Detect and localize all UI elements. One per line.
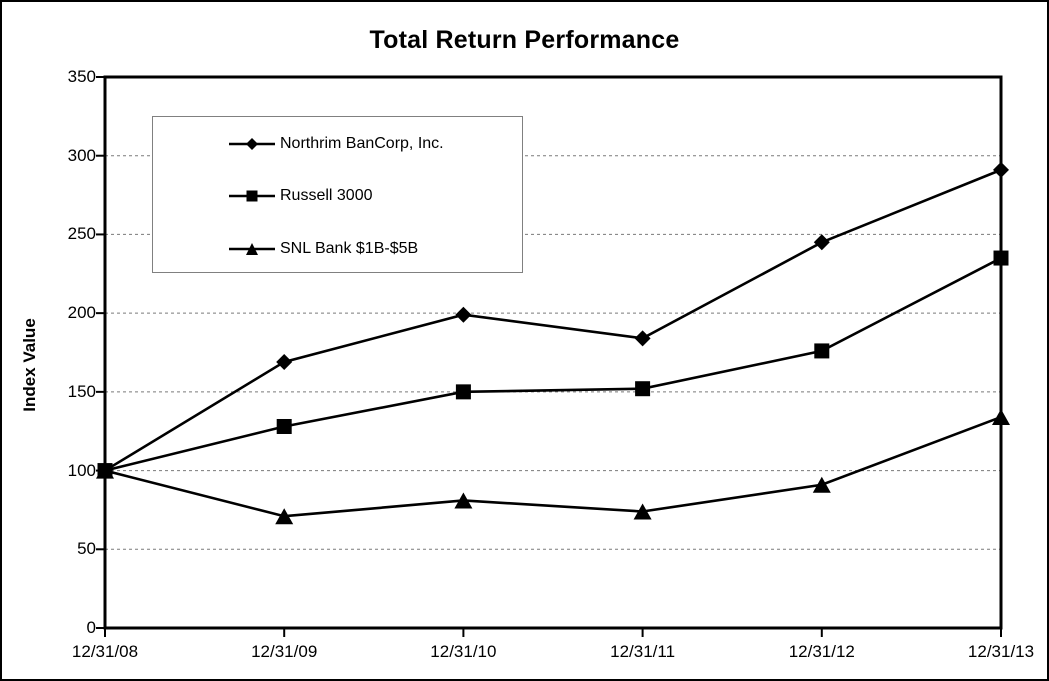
legend-label: SNL Bank $1B-$5B xyxy=(280,240,419,257)
y-tick-label: 300 xyxy=(67,145,96,165)
legend-label: Russell 3000 xyxy=(280,187,373,204)
diamond-marker-icon xyxy=(229,138,275,150)
y-tick-label: 250 xyxy=(67,224,96,244)
y-tick-label: 50 xyxy=(77,539,96,559)
square-marker-icon xyxy=(229,190,275,202)
y-tick-label: 200 xyxy=(67,303,96,323)
x-tick-label: 12/31/12 xyxy=(788,642,855,661)
y-tick-label: 0 xyxy=(86,618,96,637)
y-tick-label: 350 xyxy=(67,67,96,86)
legend-item-northrim: Northrim BanCorp, Inc. xyxy=(229,131,444,157)
x-tick-label: 12/31/10 xyxy=(430,642,497,661)
legend: Northrim BanCorp, Inc. Russell 3000 SNL … xyxy=(152,116,523,273)
x-tick-label: 12/31/13 xyxy=(967,642,1035,661)
y-tick-label: 150 xyxy=(67,381,96,401)
y-tick-label: 100 xyxy=(67,460,96,480)
legend-item-russell: Russell 3000 xyxy=(229,183,373,209)
legend-label: Northrim BanCorp, Inc. xyxy=(280,135,444,152)
triangle-marker-icon xyxy=(229,243,275,255)
x-tick-label: 12/31/08 xyxy=(71,642,139,661)
legend-item-snl: SNL Bank $1B-$5B xyxy=(229,236,418,262)
x-tick-label: 12/31/09 xyxy=(251,642,318,661)
chart-title: Total Return Performance xyxy=(369,26,680,54)
x-tick-label: 12/31/11 xyxy=(610,642,676,661)
